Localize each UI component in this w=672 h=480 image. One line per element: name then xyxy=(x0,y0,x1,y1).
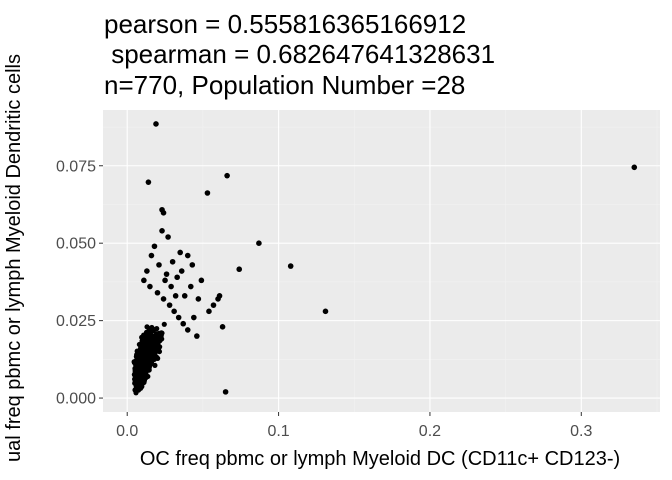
data-point xyxy=(150,328,156,334)
data-point xyxy=(141,277,147,284)
data-point xyxy=(154,289,161,296)
data-point xyxy=(219,324,226,330)
data-point xyxy=(146,359,152,366)
data-points xyxy=(131,121,638,396)
x-tick-label: 0.2 xyxy=(419,423,441,440)
data-point xyxy=(147,333,153,339)
data-point xyxy=(191,314,197,321)
minor-gridlines xyxy=(103,110,660,412)
data-point xyxy=(137,379,144,385)
y-tick-label: 0.075 xyxy=(56,158,96,175)
data-point xyxy=(155,331,161,337)
data-point xyxy=(204,190,211,196)
data-point xyxy=(195,296,202,302)
data-point xyxy=(139,334,145,340)
x-tick-label: 0.0 xyxy=(116,423,138,440)
major-gridlines xyxy=(103,110,660,412)
data-point xyxy=(146,343,152,350)
data-point xyxy=(141,354,148,360)
data-point xyxy=(133,375,139,381)
x-axis-ticks: 0.0 0.1 0.2 0.3 xyxy=(116,412,593,440)
data-point xyxy=(287,263,294,269)
data-point xyxy=(161,321,167,327)
data-point xyxy=(215,296,221,302)
data-point xyxy=(184,327,191,333)
data-point xyxy=(152,349,159,355)
data-point xyxy=(160,296,167,302)
data-point xyxy=(171,308,177,315)
title-line-spearman: spearman = 0.682647641328631 xyxy=(104,39,495,69)
data-point xyxy=(163,271,170,277)
data-point xyxy=(174,274,180,281)
data-point xyxy=(140,367,147,373)
x-tick-label: 0.3 xyxy=(570,423,592,440)
data-point xyxy=(210,302,217,308)
data-point xyxy=(206,308,212,315)
data-point xyxy=(198,277,205,284)
data-point xyxy=(189,262,196,268)
y-tick-label: 0.025 xyxy=(56,313,96,330)
data-point xyxy=(177,249,183,256)
data-point xyxy=(148,252,155,259)
data-point xyxy=(236,266,243,273)
data-point xyxy=(631,164,638,171)
data-point xyxy=(165,234,171,240)
data-point xyxy=(149,339,155,345)
data-point xyxy=(153,337,159,343)
data-point xyxy=(135,349,141,355)
data-point xyxy=(178,268,185,274)
y-tick-label: 0.050 xyxy=(56,236,96,253)
data-point xyxy=(162,277,168,284)
data-point xyxy=(144,351,151,357)
data-point xyxy=(132,387,138,393)
data-point xyxy=(144,324,150,330)
data-point xyxy=(152,362,158,368)
title-line-count: n=770, Population Number =28 xyxy=(104,70,465,100)
data-point xyxy=(147,283,153,290)
data-point xyxy=(180,320,187,327)
data-point xyxy=(168,283,174,290)
data-point xyxy=(175,314,182,321)
data-point xyxy=(160,210,167,216)
data-point xyxy=(322,308,329,315)
data-point xyxy=(151,243,158,250)
y-axis-title: ual freq pbmc or lymph Myeloid Dendritic… xyxy=(3,54,25,462)
x-axis-title: OC freq pbmc or lymph Myeloid DC (CD11c+… xyxy=(140,448,620,470)
data-point xyxy=(153,121,159,127)
data-point xyxy=(156,262,162,268)
data-point xyxy=(153,354,160,360)
data-point xyxy=(166,302,173,308)
title-line-pearson: pearson = 0.555816365166912 xyxy=(104,9,466,39)
y-axis-ticks: 0.000 0.025 0.050 0.075 xyxy=(56,158,103,408)
data-point xyxy=(187,283,194,290)
data-point xyxy=(140,346,147,352)
data-point xyxy=(169,258,176,265)
chart-title: pearson = 0.555816365166912 spearman = 0… xyxy=(104,9,495,100)
data-point xyxy=(256,240,262,246)
plot-panel xyxy=(103,110,660,412)
data-point xyxy=(133,361,139,367)
data-point xyxy=(144,268,150,274)
data-point xyxy=(222,389,229,395)
data-point xyxy=(145,179,152,185)
data-point xyxy=(143,335,149,341)
data-point xyxy=(181,293,188,299)
x-tick-label: 0.1 xyxy=(267,423,289,440)
data-point xyxy=(159,228,165,234)
data-point xyxy=(194,333,200,339)
data-point xyxy=(224,172,230,179)
data-point xyxy=(172,293,179,299)
y-tick-label: 0.000 xyxy=(56,391,96,408)
data-point xyxy=(184,252,191,259)
